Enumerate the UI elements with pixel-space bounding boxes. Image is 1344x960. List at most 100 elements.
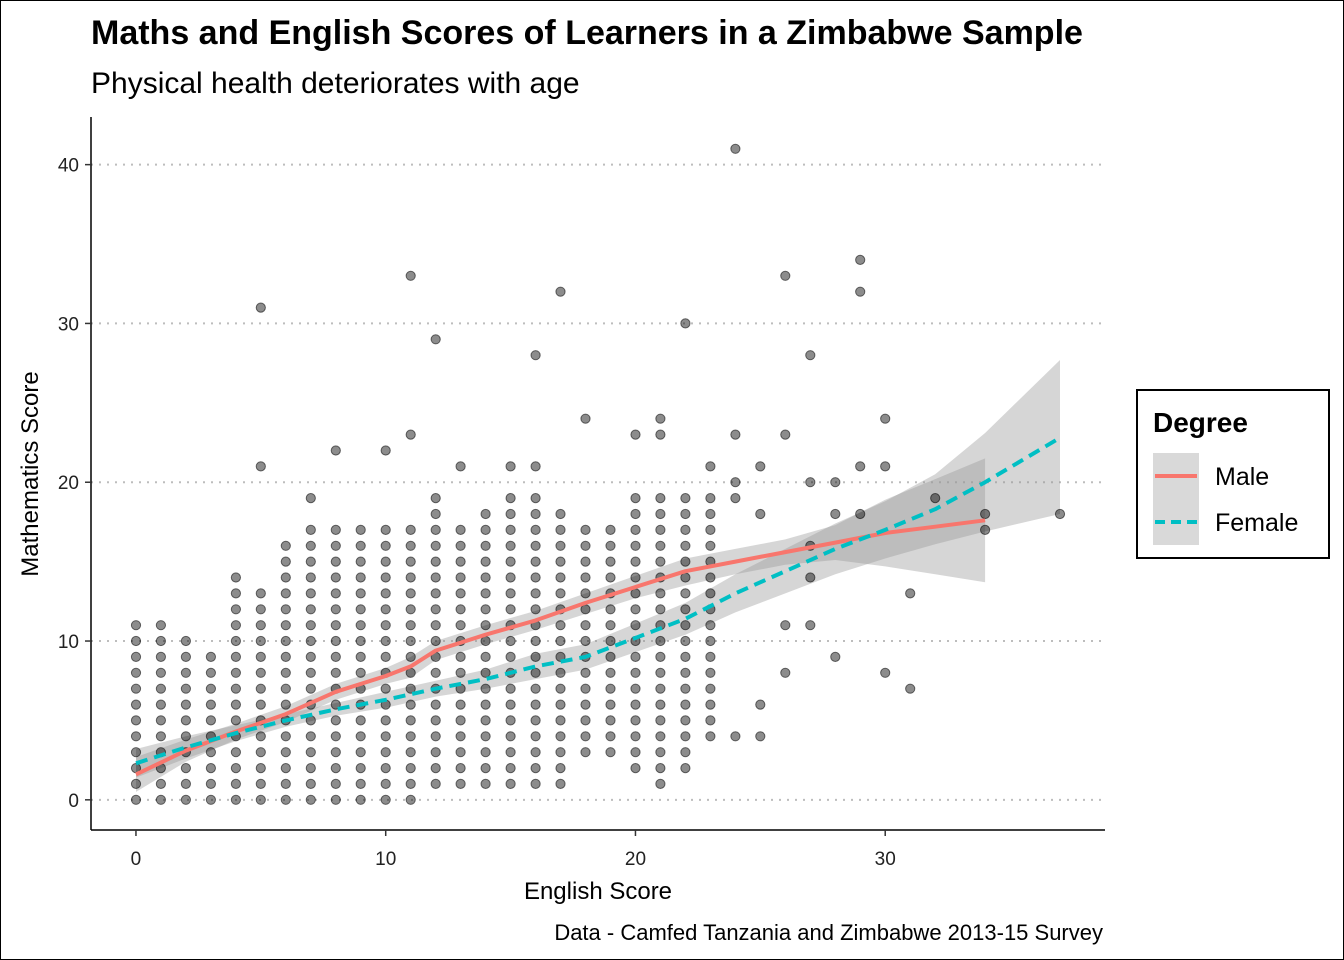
data-point [530, 778, 541, 790]
data-point [305, 747, 316, 758]
data-point [680, 508, 691, 520]
data-point [480, 556, 491, 567]
data-point [205, 683, 216, 694]
data-point [505, 572, 516, 583]
data-point [455, 556, 466, 567]
data-point [255, 635, 266, 647]
data-point [355, 524, 366, 536]
data-point [530, 699, 541, 710]
data-point [480, 747, 491, 758]
data-point [430, 715, 441, 726]
data-point [355, 747, 366, 758]
data-point [255, 461, 266, 472]
chart-title: Maths and English Scores of Learners in … [91, 14, 1083, 52]
data-point [630, 556, 641, 567]
data-point [505, 731, 516, 742]
data-point [130, 667, 142, 678]
data-point [330, 747, 341, 758]
data-point [680, 556, 691, 567]
y-tick-label: 40 [58, 156, 79, 177]
data-points [130, 143, 1066, 805]
data-point [655, 683, 666, 694]
data-point [355, 556, 366, 567]
data-point [805, 620, 816, 631]
data-point [230, 699, 241, 710]
data-point [530, 556, 541, 567]
data-point [505, 556, 516, 567]
data-point [305, 683, 316, 694]
data-point [580, 588, 591, 599]
data-point [155, 651, 166, 663]
data-point [280, 604, 291, 615]
data-point [405, 524, 416, 536]
data-point [580, 715, 591, 726]
data-point [655, 715, 666, 726]
data-point [655, 763, 666, 774]
data-point [455, 572, 466, 583]
data-point [555, 763, 566, 774]
data-point [230, 667, 241, 678]
data-point [305, 763, 316, 774]
data-point [805, 477, 816, 488]
data-point [505, 683, 516, 694]
data-point [455, 747, 466, 758]
data-point [480, 699, 491, 710]
data-point [655, 413, 666, 424]
data-point [555, 667, 566, 678]
data-point [330, 620, 341, 631]
data-point [605, 715, 616, 726]
data-point [255, 699, 266, 710]
data-point [380, 540, 391, 551]
data-point [780, 667, 791, 678]
data-point [580, 683, 591, 694]
data-point [355, 540, 366, 551]
data-point [630, 493, 641, 504]
data-point [355, 588, 366, 599]
data-point [330, 651, 341, 663]
data-point [405, 635, 416, 647]
y-axis-title: Mathematics Score [17, 371, 44, 576]
data-point [155, 794, 166, 805]
data-point [330, 572, 341, 583]
data-point [155, 715, 166, 726]
data-point [480, 508, 491, 520]
data-point [680, 524, 691, 536]
data-point [680, 715, 691, 726]
data-point [280, 556, 291, 567]
data-point [530, 508, 541, 520]
data-point [230, 604, 241, 615]
data-point [555, 699, 566, 710]
data-point [580, 699, 591, 710]
data-point [655, 493, 666, 504]
data-point [380, 651, 391, 663]
data-point [405, 588, 416, 599]
data-point [730, 143, 741, 154]
data-point [405, 429, 416, 440]
data-point [705, 508, 716, 520]
data-point [530, 540, 541, 551]
data-point [530, 572, 541, 583]
data-point [930, 493, 941, 504]
data-point [230, 572, 241, 583]
data-point [480, 651, 491, 663]
data-point [280, 667, 291, 678]
legend-label-male: Male [1215, 463, 1269, 491]
data-point [380, 445, 391, 456]
data-point [555, 286, 566, 297]
data-point [430, 334, 441, 345]
data-point [630, 604, 641, 615]
data-point [455, 667, 466, 678]
data-point [655, 699, 666, 710]
data-point [455, 778, 466, 790]
data-point [580, 524, 591, 536]
data-point [680, 731, 691, 742]
data-point [630, 731, 641, 742]
data-point [855, 461, 866, 472]
data-point [505, 747, 516, 758]
data-point [180, 763, 191, 774]
data-point [505, 524, 516, 536]
data-point [255, 794, 266, 805]
data-point [480, 604, 491, 615]
data-point [130, 747, 142, 758]
